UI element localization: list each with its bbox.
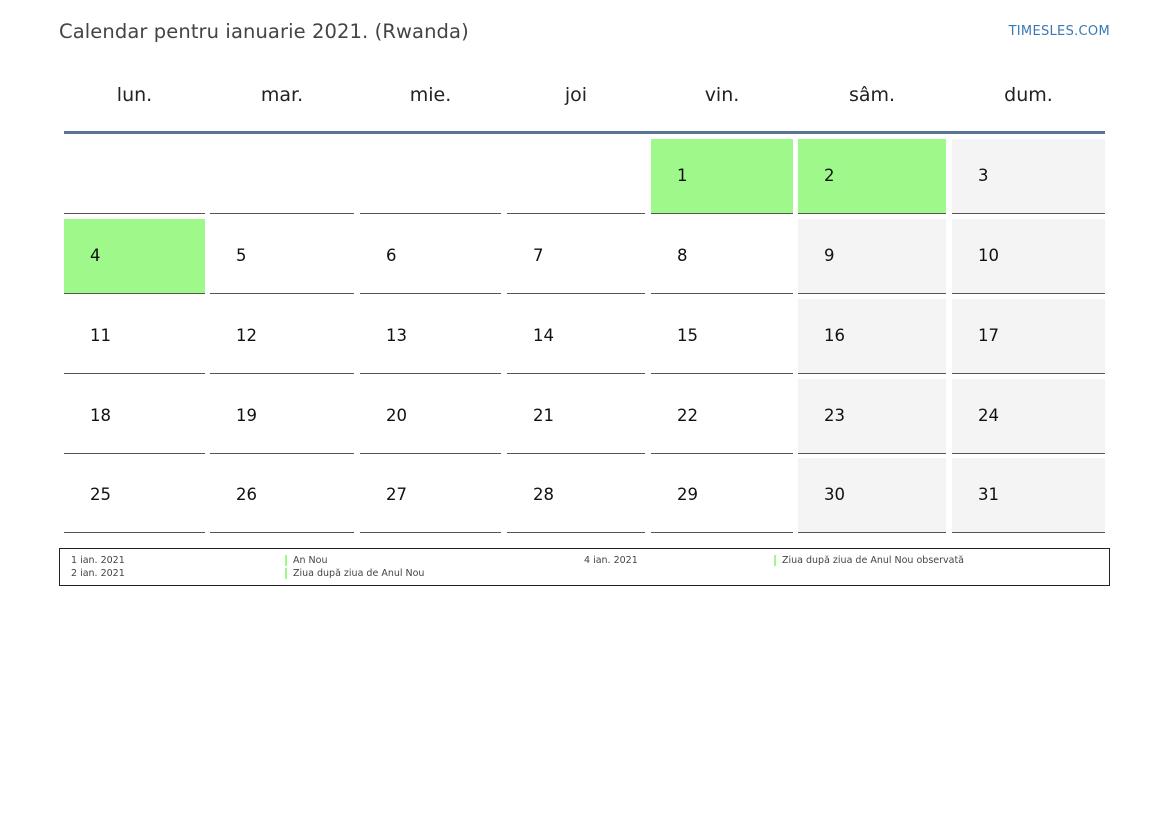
day-cell[interactable]: 13 — [360, 299, 501, 374]
day-cell[interactable]: 23 — [798, 379, 946, 454]
day-cell[interactable]: 27 — [360, 458, 501, 533]
day-number: 11 — [90, 326, 111, 345]
legend-color-swatch — [285, 568, 287, 579]
day-number: 6 — [386, 246, 397, 265]
weekday-header: lun. mar. mie. joi vin. sâm. dum. — [64, 84, 1105, 114]
legend-date: 4 ian. 2021 — [584, 555, 638, 566]
day-number: 12 — [236, 326, 257, 345]
day-number: 14 — [533, 326, 554, 345]
day-cell[interactable]: 28 — [507, 458, 645, 533]
legend-date: 1 ian. 2021 — [71, 555, 125, 566]
header-divider — [64, 131, 1105, 134]
empty-day-cell — [507, 139, 645, 214]
day-number: 13 — [386, 326, 407, 345]
day-cell[interactable]: 2 — [798, 139, 946, 214]
day-cell[interactable]: 7 — [507, 219, 645, 294]
day-number: 21 — [533, 406, 554, 425]
legend-color-swatch — [774, 555, 776, 566]
day-number: 28 — [533, 485, 554, 504]
day-number: 7 — [533, 246, 544, 265]
day-cell[interactable]: 12 — [210, 299, 354, 374]
day-cell[interactable]: 15 — [651, 299, 793, 374]
weekday-label: mar. — [260, 84, 304, 106]
day-cell[interactable]: 5 — [210, 219, 354, 294]
day-number: 26 — [236, 485, 257, 504]
calendar-grid: 1 2 3 4 5 6 7 8 9 10 11 12 13 14 15 16 17 18 19 20 21 22 23 24 2… — [64, 139, 1105, 533]
weekday-label: dum. — [1004, 84, 1053, 106]
day-cell[interactable]: 11 — [64, 299, 205, 374]
day-number: 20 — [386, 406, 407, 425]
empty-day-cell — [360, 139, 501, 214]
day-number: 8 — [677, 246, 688, 265]
day-number: 31 — [978, 485, 999, 504]
day-number: 1 — [677, 166, 688, 185]
day-number: 3 — [978, 166, 989, 185]
day-number: 4 — [90, 246, 101, 265]
day-number: 29 — [677, 485, 698, 504]
legend-date: 2 ian. 2021 — [71, 568, 125, 579]
day-cell[interactable]: 6 — [360, 219, 501, 294]
legend-color-swatch — [285, 555, 287, 566]
day-cell[interactable]: 31 — [952, 458, 1105, 533]
legend-holiday-name: Ziua după ziua de Anul Nou — [293, 568, 425, 579]
day-number: 16 — [824, 326, 845, 345]
day-cell[interactable]: 10 — [952, 219, 1105, 294]
day-number: 25 — [90, 485, 111, 504]
day-number: 24 — [978, 406, 999, 425]
day-cell[interactable]: 14 — [507, 299, 645, 374]
legend-holiday-name: An Nou — [293, 555, 328, 566]
weekday-label: mie. — [409, 84, 452, 106]
day-cell[interactable]: 3 — [952, 139, 1105, 214]
day-number: 10 — [978, 246, 999, 265]
weekday-label: joi — [564, 84, 588, 106]
day-cell[interactable]: 22 — [651, 379, 793, 454]
day-number: 23 — [824, 406, 845, 425]
legend-holiday-name: Ziua după ziua de Anul Nou observată — [782, 555, 965, 566]
day-cell[interactable]: 29 — [651, 458, 793, 533]
day-cell[interactable]: 4 — [64, 219, 205, 294]
day-cell[interactable]: 21 — [507, 379, 645, 454]
day-cell[interactable]: 20 — [360, 379, 501, 454]
day-cell[interactable]: 19 — [210, 379, 354, 454]
day-number: 15 — [677, 326, 698, 345]
empty-day-cell — [210, 139, 354, 214]
day-number: 9 — [824, 246, 835, 265]
day-cell[interactable]: 17 — [952, 299, 1105, 374]
day-number: 5 — [236, 246, 247, 265]
weekday-label: vin. — [704, 84, 740, 106]
day-number: 30 — [824, 485, 845, 504]
day-cell[interactable]: 9 — [798, 219, 946, 294]
empty-day-cell — [64, 139, 205, 214]
day-cell[interactable]: 18 — [64, 379, 205, 454]
day-number: 17 — [978, 326, 999, 345]
day-number: 27 — [386, 485, 407, 504]
brand-link[interactable]: TIMESLES.COM — [1008, 24, 1110, 39]
weekday-label: lun. — [116, 84, 153, 106]
day-cell[interactable]: 16 — [798, 299, 946, 374]
day-cell[interactable]: 8 — [651, 219, 793, 294]
day-number: 22 — [677, 406, 698, 425]
day-cell[interactable]: 26 — [210, 458, 354, 533]
day-number: 18 — [90, 406, 111, 425]
day-number: 2 — [824, 166, 835, 185]
day-number: 19 — [236, 406, 257, 425]
day-cell[interactable]: 24 — [952, 379, 1105, 454]
page-title: Calendar pentru ianuarie 2021. (Rwanda) — [59, 20, 469, 43]
weekday-label: sâm. — [848, 84, 896, 106]
holiday-legend: 1 ian. 2021 An Nou 2 ian. 2021 Ziua după zi… — [59, 548, 1110, 586]
day-cell[interactable]: 25 — [64, 458, 205, 533]
day-cell[interactable]: 30 — [798, 458, 946, 533]
day-cell[interactable]: 1 — [651, 139, 793, 214]
